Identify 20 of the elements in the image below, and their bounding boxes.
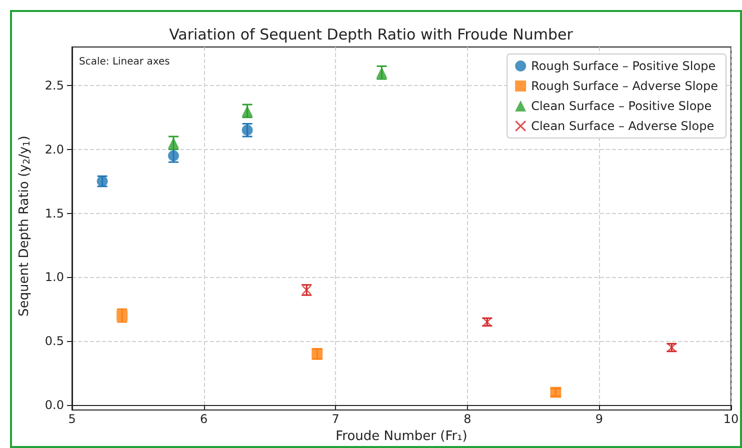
x-tick-label: 8 bbox=[464, 412, 472, 426]
y-tick-label: 2.0 bbox=[44, 142, 64, 156]
y-tick-label: 2.5 bbox=[44, 78, 64, 92]
legend-label: Rough Surface – Positive Slope bbox=[531, 59, 716, 73]
x-axis-title: Froude Number (Fr₁) bbox=[336, 429, 468, 444]
x-tick-label: 9 bbox=[595, 412, 604, 426]
legend-label: Clean Surface – Positive Slope bbox=[531, 99, 712, 113]
chart-title: Variation of Sequent Depth Ratio with Froude Number bbox=[169, 26, 574, 44]
y-tick-label: 1.0 bbox=[44, 270, 64, 284]
x-tick-label: 10 bbox=[723, 412, 739, 426]
annotation: Scale: Linear axes bbox=[79, 56, 170, 68]
x-tick-label: 7 bbox=[332, 412, 340, 426]
x-tick-label: 5 bbox=[68, 412, 76, 426]
x-tick-label: 6 bbox=[200, 412, 208, 426]
y-axis-title: Sequent Depth Ratio (y2/y1) bbox=[17, 136, 32, 316]
legend-label: Clean Surface – Adverse Slope bbox=[531, 119, 714, 133]
legend-label: Rough Surface – Adverse Slope bbox=[531, 79, 718, 93]
y-tick-label: 1.5 bbox=[44, 206, 64, 220]
y-tick-label: 0.0 bbox=[44, 398, 64, 412]
y-tick-label: 0.5 bbox=[44, 334, 64, 348]
